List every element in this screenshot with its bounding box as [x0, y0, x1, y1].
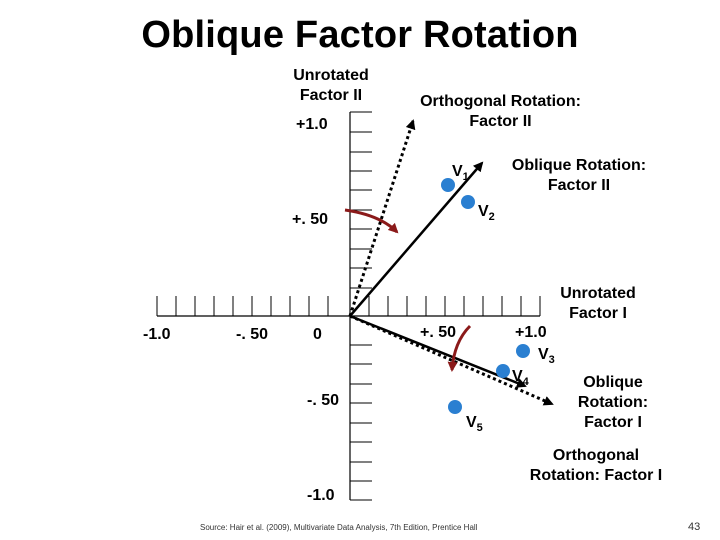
- orthogonal-factor-1-label: Orthogonal Rotation: Factor I: [529, 447, 663, 484]
- tick-label-y-neg-1: -1.0: [307, 487, 335, 504]
- variable-point-v2: [461, 195, 475, 209]
- oblique-factor-1-axis: [349, 314, 527, 388]
- variable-point-v3: [516, 344, 530, 358]
- slide-title: Oblique Factor Rotation: [141, 14, 579, 56]
- tick-label-x-neg-half: -. 50: [236, 326, 269, 343]
- oblique-factor-2-label: Oblique Rotation: Factor II: [511, 157, 647, 194]
- rotation-arc-factor-1: [447, 324, 472, 372]
- variable-label-v2: V2: [478, 203, 495, 224]
- variable-label-v5: V5: [466, 414, 483, 435]
- tick-label-y-pos-1: +1.0: [296, 116, 328, 133]
- tick-label-y-neg-half: -. 50: [307, 392, 340, 409]
- unrotated-factor-2-label: Unrotated Factor II: [293, 67, 369, 104]
- variable-point-v4: [496, 364, 510, 378]
- tick-label-y-pos-half: +. 50: [292, 211, 329, 228]
- page-number: 43: [688, 521, 701, 533]
- tick-label-origin: 0: [313, 326, 322, 343]
- orthogonal-factor-2-label: Orthogonal Rotation: Factor II: [420, 93, 581, 130]
- oblique-factor-1-label: Oblique Rotation: Factor I: [577, 374, 649, 431]
- orthogonal-factor-2-axis: [348, 119, 416, 317]
- source-citation: Source: Hair et al. (2009), Multivariate…: [200, 523, 478, 532]
- variable-label-v4: V4: [512, 368, 529, 389]
- vertical-axis-ticks: [350, 111, 372, 501]
- variable-point-v1: [441, 178, 455, 192]
- tick-label-x-neg-1: -1.0: [143, 326, 171, 343]
- variable-label-v1: V1: [452, 163, 469, 184]
- variable-label-v3: V3: [538, 346, 555, 367]
- rotation-arc-factor-2: [344, 208, 399, 234]
- unrotated-factor-1-label: Unrotated Factor I: [560, 285, 636, 322]
- oblique-factor-2-axis: [349, 161, 484, 317]
- horizontal-axis-ticks: [156, 296, 541, 316]
- tick-label-x-pos-1: +1.0: [515, 324, 547, 341]
- tick-label-x-pos-half: +. 50: [420, 324, 457, 341]
- variable-point-v5: [448, 400, 462, 414]
